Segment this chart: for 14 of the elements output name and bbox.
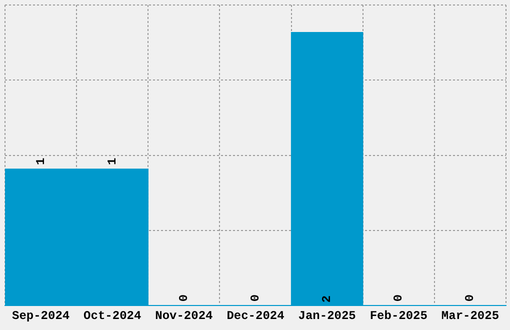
data-label: 1 — [105, 158, 120, 165]
x-tick-label: Feb-2025 — [370, 308, 428, 323]
x-tick-label: Oct-2024 — [84, 308, 142, 323]
data-label: 1 — [34, 158, 48, 165]
x-tick-label: Nov-2024 — [155, 308, 213, 323]
x-tick-label: Dec-2024 — [226, 308, 284, 323]
x-tick-label: Jan-2025 — [298, 308, 356, 323]
data-label: 0 — [176, 294, 191, 302]
x-tick-label: Sep-2024 — [12, 308, 70, 323]
data-label: 0 — [392, 294, 406, 302]
data-label: 0 — [463, 294, 478, 302]
data-label: 0 — [248, 294, 263, 302]
x-tick-label: Mar-2025 — [441, 308, 500, 323]
data-label: 2 — [320, 295, 334, 303]
